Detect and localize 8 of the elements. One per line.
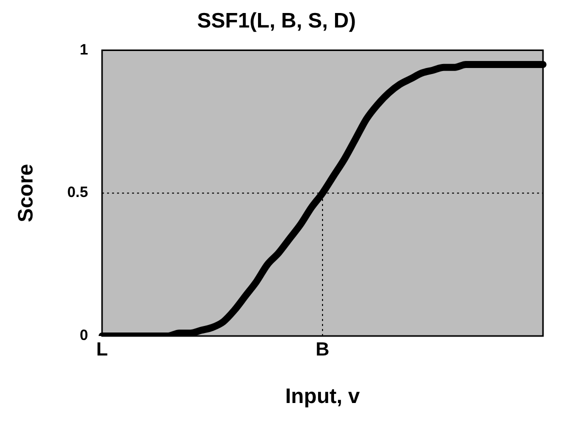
y-tick-label: 1	[80, 41, 88, 58]
x-axis-title: Input, v	[285, 385, 360, 408]
y-axis-title: Score	[14, 164, 38, 222]
y-tick-label: 0	[80, 327, 88, 344]
y-tick-label: 0.5	[67, 184, 88, 202]
x-tick-label: B	[316, 340, 330, 361]
x-tick-label: L	[96, 340, 108, 361]
chart-title: SSF1(L, B, S, D)	[197, 9, 356, 32]
